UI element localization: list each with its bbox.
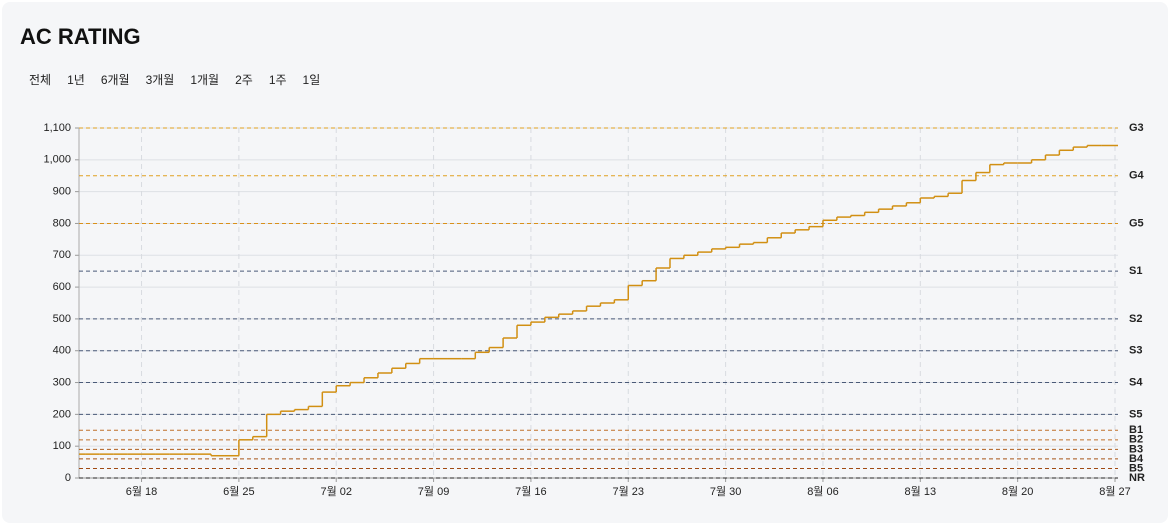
x-tick-label: 8월 27	[1099, 485, 1131, 498]
tier-label: B5	[1129, 462, 1143, 474]
tier-label: S4	[1129, 376, 1143, 388]
y-tick-label: 100	[53, 440, 71, 452]
tier-label: B4	[1129, 453, 1144, 465]
x-tick-label: 8월 06	[807, 485, 839, 498]
y-tick-label: 200	[53, 408, 71, 420]
tier-label: S1	[1129, 265, 1142, 277]
x-tick-label: 8월 20	[1002, 485, 1034, 498]
x-tick-label: 6월 25	[223, 485, 255, 498]
x-tick-label: 7월 02	[320, 485, 352, 498]
y-tick-label: 400	[53, 345, 71, 357]
range-button[interactable]: 1주	[268, 73, 287, 87]
x-tick-label: 7월 09	[418, 485, 450, 498]
x-tick-label: 7월 23	[613, 485, 645, 498]
chart-title: AC RATING	[20, 24, 141, 49]
x-tick-label: 6월 18	[126, 485, 158, 498]
range-selector: 전체 1년 6개월 3개월 1개월 2주 1주 1일	[22, 71, 329, 88]
y-tick-label: 300	[53, 376, 71, 388]
range-button[interactable]: 1년	[67, 73, 85, 87]
y-tick-label: 900	[53, 186, 71, 198]
y-tick-label: 1,100	[43, 122, 71, 134]
range-button[interactable]: 2주	[235, 73, 253, 87]
range-button[interactable]: 6개월	[100, 73, 130, 87]
tier-label: S5	[1129, 408, 1142, 420]
y-tick-label: 1,000	[43, 154, 71, 166]
tier-label: G4	[1129, 170, 1145, 182]
x-tick-label: 7월 16	[515, 485, 547, 498]
x-tick-label: 8월 13	[905, 485, 937, 498]
tier-label: G3	[1129, 122, 1144, 134]
tier-label: B1	[1129, 424, 1143, 436]
tier-label: G5	[1129, 217, 1144, 229]
tier-label: B3	[1129, 443, 1143, 455]
range-button[interactable]: 전체	[29, 73, 52, 87]
tier-label: S2	[1129, 313, 1142, 325]
x-tick-label: 7월 30	[710, 485, 742, 498]
y-tick-label: 0	[65, 472, 71, 484]
y-tick-label: 600	[53, 281, 71, 293]
y-tick-label: 700	[53, 249, 71, 261]
tier-label: NR	[1129, 472, 1145, 484]
range-button[interactable]: 3개월	[145, 73, 175, 87]
rating-line	[79, 144, 1118, 457]
y-tick-label: 800	[53, 217, 71, 229]
y-tick-label: 500	[53, 313, 71, 325]
range-button[interactable]: 1개월	[190, 73, 220, 87]
tier-label: B2	[1129, 434, 1143, 446]
range-button[interactable]: 1일	[302, 73, 321, 87]
tier-label: S3	[1129, 345, 1142, 357]
